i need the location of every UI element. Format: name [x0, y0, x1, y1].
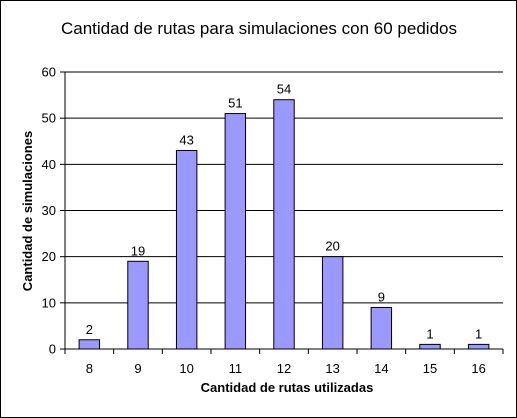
y-axis-title: Cantidad de simulaciones — [20, 131, 35, 291]
y-tick-label: 40 — [42, 157, 56, 172]
data-label: 51 — [228, 96, 242, 111]
y-tick-label: 0 — [49, 342, 56, 357]
x-tick-label: 16 — [471, 361, 485, 376]
bar-12 — [273, 99, 295, 350]
bar-16 — [467, 343, 490, 350]
data-label: 54 — [277, 82, 291, 97]
data-label: 1 — [426, 326, 433, 341]
bars — [78, 99, 490, 350]
bar-10 — [175, 149, 198, 350]
x-tick-label: 14 — [374, 361, 388, 376]
data-labels: 2 19 43 51 54 20 9 1 1 — [86, 82, 483, 342]
x-axis-title: Cantidad de rutas utilizadas — [201, 380, 374, 395]
data-label: 2 — [86, 322, 93, 337]
bar-14 — [370, 306, 393, 350]
x-tick-label: 8 — [86, 361, 93, 376]
x-tick-label: 11 — [229, 361, 243, 376]
x-tick-label: 13 — [325, 361, 339, 376]
data-label: 9 — [378, 289, 385, 304]
y-tick-label: 30 — [42, 203, 56, 218]
y-tick-label: 20 — [42, 249, 56, 264]
y-tick-label: 60 — [42, 65, 56, 80]
chart-title: Cantidad de rutas para simulaciones con … — [61, 19, 457, 38]
bar-15 — [419, 343, 441, 350]
bar-11 — [224, 113, 247, 350]
bar-9 — [127, 260, 149, 350]
x-tick-label: 15 — [423, 361, 437, 376]
data-label: 43 — [179, 132, 193, 147]
y-tick-label: 10 — [42, 295, 56, 310]
bar-8 — [78, 339, 101, 350]
data-label: 20 — [325, 239, 339, 254]
data-label: 19 — [131, 243, 145, 258]
bar-13 — [321, 256, 344, 350]
x-tick-label: 9 — [134, 361, 141, 376]
x-tick-label: 10 — [179, 361, 193, 376]
x-tick-label: 12 — [277, 361, 291, 376]
y-tick-label: 50 — [42, 111, 56, 126]
data-label: 1 — [475, 326, 482, 341]
